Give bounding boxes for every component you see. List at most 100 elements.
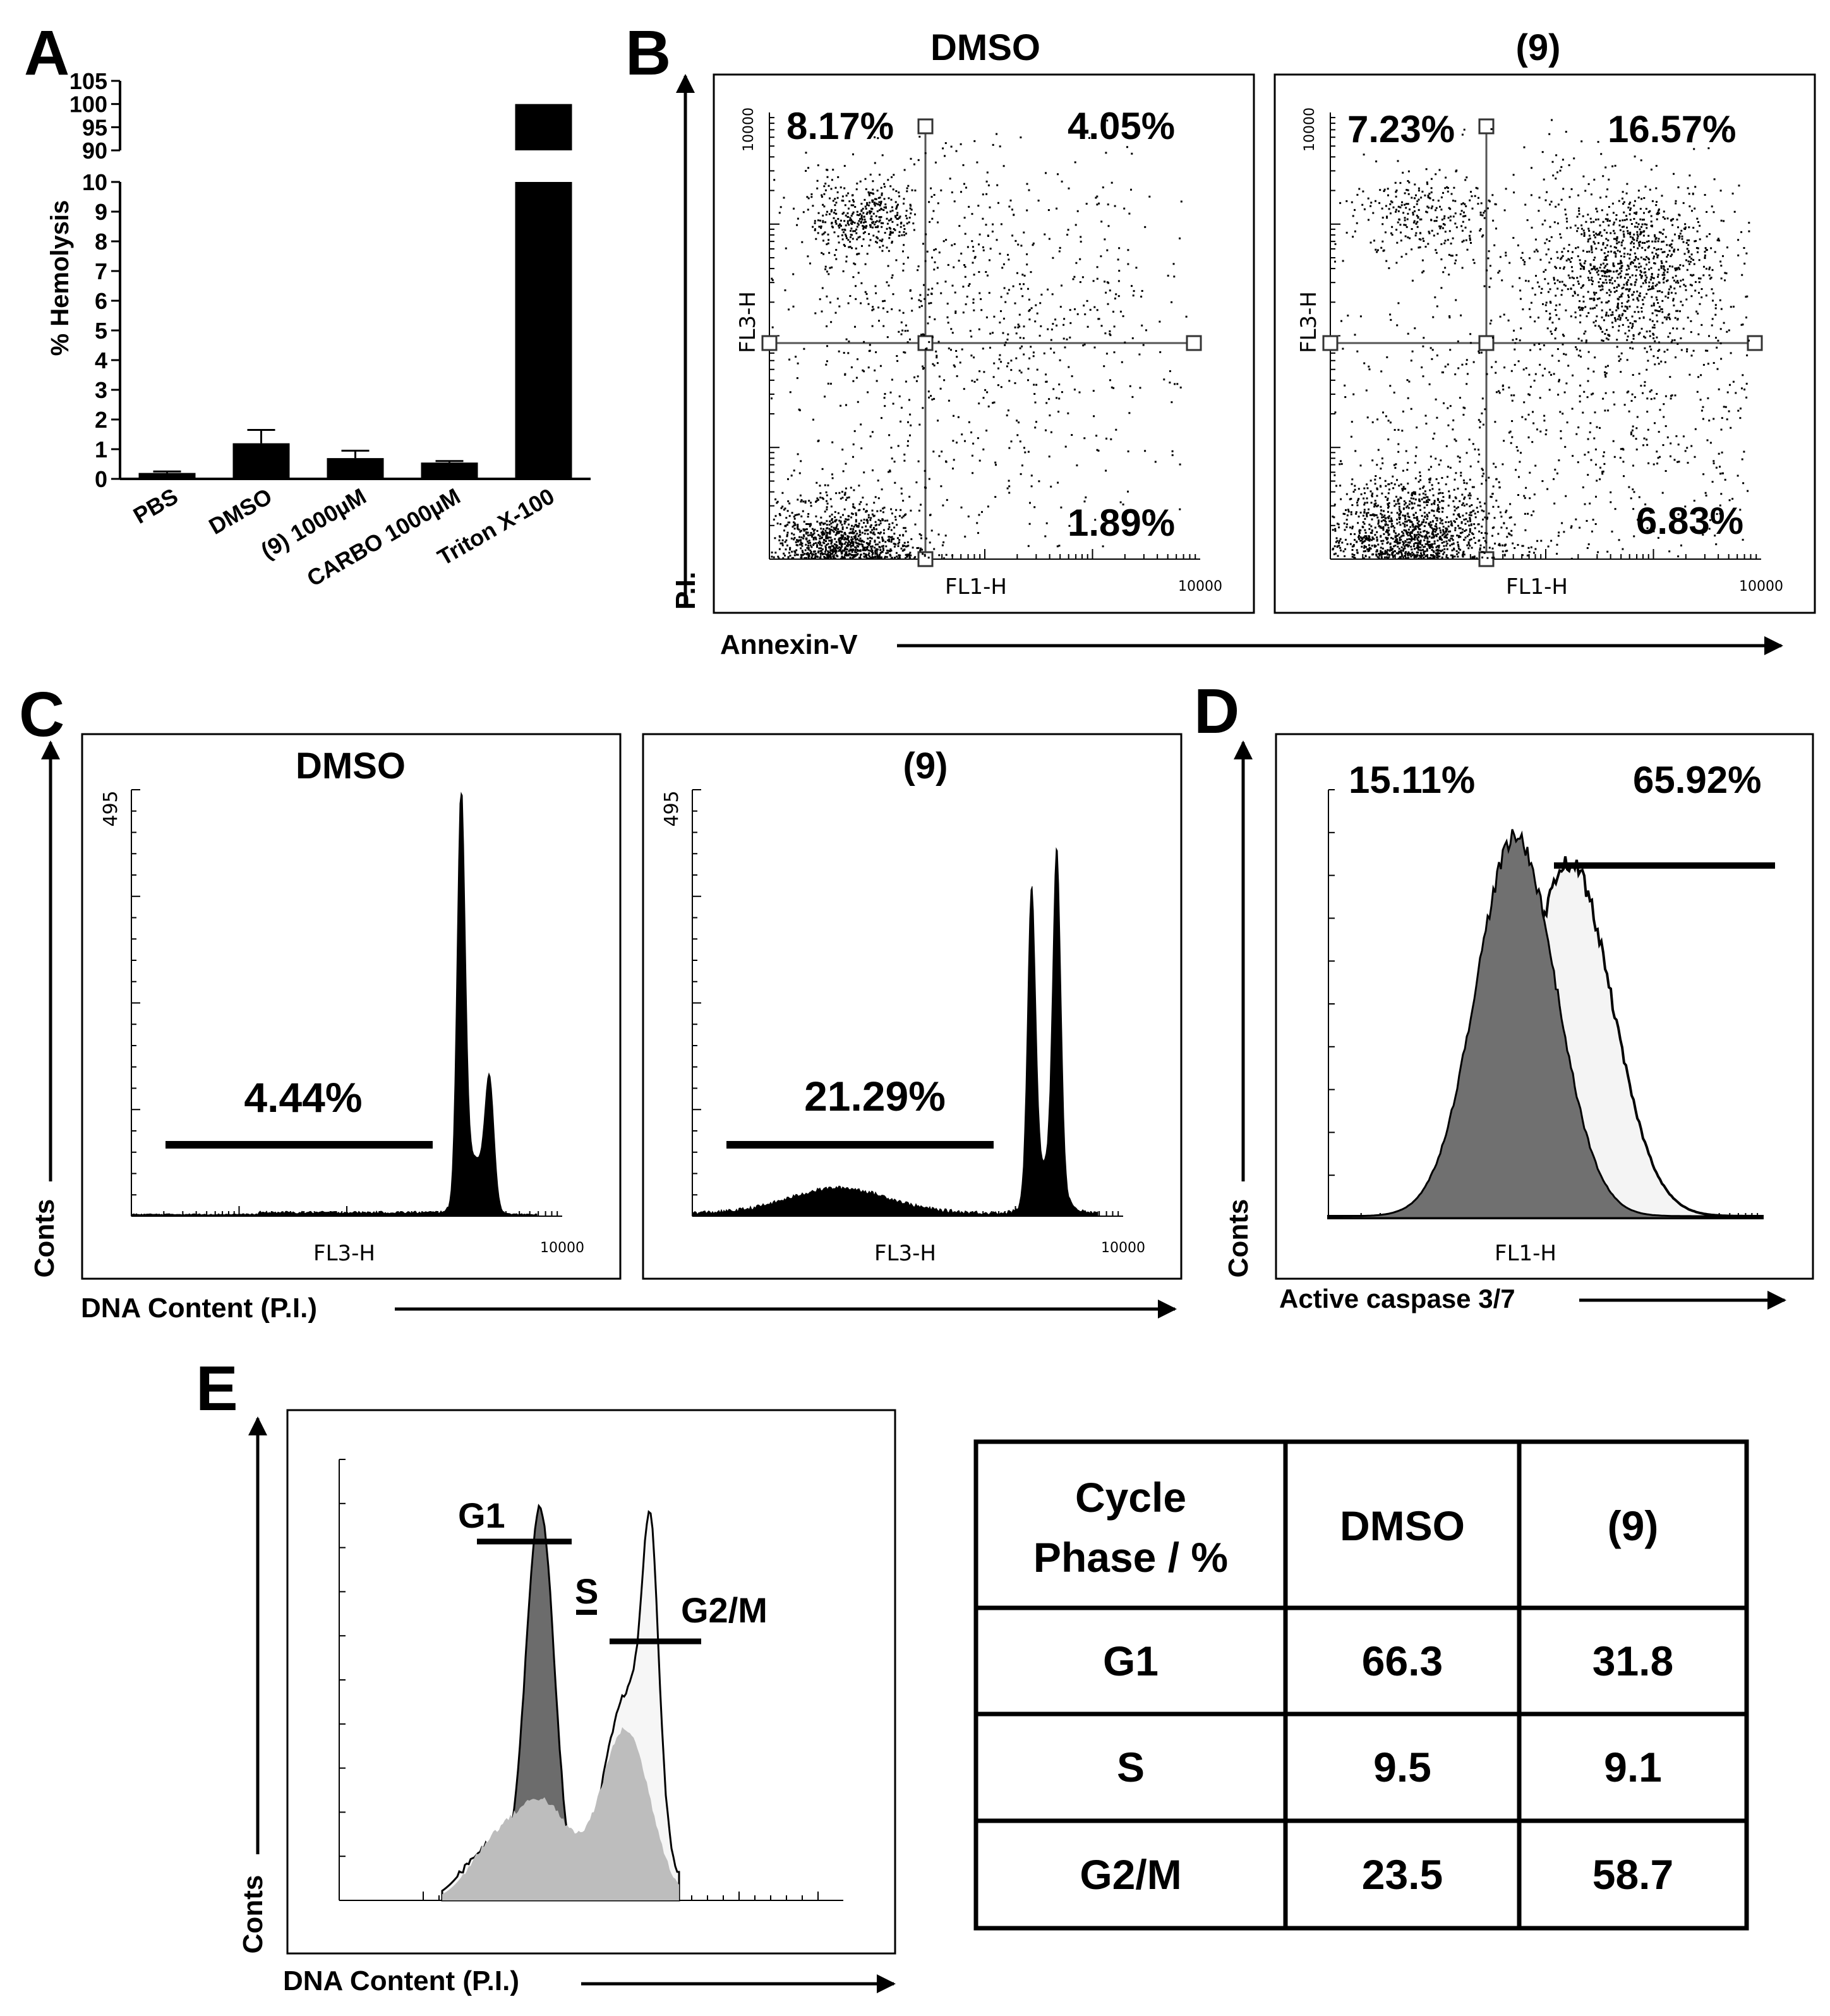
panel-e-x-label: DNA Content (P.I.) bbox=[283, 1965, 519, 1996]
y-tick-label: 8 bbox=[95, 229, 107, 255]
panel-e-label-g2m: G2/M bbox=[681, 1590, 768, 1630]
y-axis-max: 10000 bbox=[741, 107, 757, 152]
table-header-9: (9) bbox=[1608, 1502, 1659, 1549]
bar bbox=[515, 104, 572, 150]
panel-c-frame-9 bbox=[642, 733, 1183, 1280]
table-cell: G1 bbox=[1103, 1638, 1159, 1684]
panel-b-lr-dmso: 1.89% bbox=[1068, 502, 1175, 544]
panel-b-title-dmso: DMSO bbox=[930, 27, 1040, 68]
bar bbox=[327, 458, 384, 479]
scatter-plot: FL3-H FL1-H 10000 10000 bbox=[735, 107, 1222, 600]
panel-d-plot: FL1-H bbox=[1327, 789, 1775, 1266]
panel-d-left-percent: 15.11% bbox=[1349, 759, 1475, 801]
y-tick-label: 9 bbox=[95, 199, 107, 225]
table-header-phase-line2: Phase / % bbox=[1033, 1534, 1228, 1581]
x-axis-name: FL1-H bbox=[945, 574, 1007, 600]
y-axis-max: 495 bbox=[661, 790, 683, 826]
bar bbox=[421, 462, 478, 479]
gate-handle bbox=[917, 335, 934, 351]
panel-d-y-label: Conts bbox=[1223, 1199, 1254, 1278]
gate-handle bbox=[1186, 335, 1202, 351]
panel-e-label-g1: G1 bbox=[458, 1495, 505, 1535]
category-label: DMSO bbox=[204, 483, 276, 540]
y-tick-label: 7 bbox=[95, 258, 107, 284]
histogram-plot: 495 FL3-H 10000 bbox=[661, 789, 1145, 1266]
category-label: CARBO 1000µM bbox=[303, 483, 465, 591]
table-cell: S bbox=[1117, 1744, 1145, 1790]
gate-handle bbox=[917, 551, 934, 567]
panel-c-x-label: DNA Content (P.I.) bbox=[81, 1293, 317, 1324]
scatter-plot: FL3-H FL1-H 10000 10000 bbox=[1296, 107, 1783, 600]
bar bbox=[232, 443, 290, 479]
panel-c-y-label: Conts bbox=[29, 1199, 60, 1278]
panel-letter-a: A bbox=[24, 18, 69, 88]
panel-a-bars bbox=[138, 104, 572, 479]
panel-d-histogram: FL1-H 15.11% 65.92% Conts Active caspase… bbox=[1223, 733, 1814, 1313]
x-axis-max: 10000 bbox=[1101, 1240, 1145, 1256]
table-header-dmso: DMSO bbox=[1340, 1502, 1465, 1549]
table-cell: 31.8 bbox=[1592, 1638, 1673, 1684]
y-tick-label: 95 bbox=[82, 114, 107, 140]
panel-letter-c: C bbox=[19, 679, 64, 750]
panel-e-label-s: S bbox=[575, 1571, 598, 1611]
y-tick-label: 0 bbox=[95, 466, 107, 492]
y-tick-label: 2 bbox=[95, 407, 107, 433]
table-cell: 9.5 bbox=[1373, 1744, 1431, 1790]
table-header-phase-line1: Cycle bbox=[1075, 1474, 1186, 1521]
x-axis-name: FL1-H bbox=[1506, 574, 1568, 600]
panel-b-y-label: P.I. bbox=[670, 572, 701, 610]
panel-c-frame-dmso bbox=[81, 733, 622, 1280]
panel-e-y-label: Conts bbox=[238, 1875, 268, 1954]
y-tick-label: 100 bbox=[69, 92, 107, 118]
histogram-area bbox=[692, 847, 1099, 1217]
panel-b-title-9: (9) bbox=[1516, 27, 1561, 68]
panel-b-scatter: DMSO (9) FL3-H FL1-H 10000 10000 FL3-H FL1-H 1… bbox=[670, 27, 1816, 660]
panel-c-title-9: (9) bbox=[903, 745, 948, 787]
panel-b-x-label: Annexin-V bbox=[720, 629, 858, 660]
histogram-plot: 495 FL3-H 10000 bbox=[100, 789, 584, 1266]
gate-handle bbox=[917, 118, 934, 135]
gate-handle bbox=[1478, 551, 1495, 567]
panel-b-ul-9: 7.23% bbox=[1347, 108, 1455, 150]
gate-handle bbox=[761, 335, 778, 351]
gate-handle bbox=[1478, 335, 1495, 351]
table-cell: 9.1 bbox=[1604, 1744, 1662, 1790]
y-axis-max: 495 bbox=[100, 790, 122, 826]
x-axis-max: 10000 bbox=[540, 1240, 584, 1256]
y-tick-label: 3 bbox=[95, 377, 107, 403]
x-axis-max: 10000 bbox=[1178, 579, 1222, 595]
table-cell: 66.3 bbox=[1362, 1638, 1443, 1684]
x-axis-name: FL1-H bbox=[1495, 1241, 1556, 1266]
panel-c-plots: 495 FL3-H 10000 495 FL3-H 10000 bbox=[100, 789, 1145, 1266]
panel-b-ul-dmso: 8.17% bbox=[786, 105, 894, 147]
gate-handle bbox=[1322, 335, 1339, 351]
histogram-area bbox=[131, 792, 538, 1217]
panel-b-ur-dmso: 4.05% bbox=[1068, 105, 1175, 147]
panel-c-gate-dmso: 4.44% bbox=[244, 1074, 362, 1121]
panel-c-histograms: DMSO (9) 495 FL3-H 10000 495 FL3-H 10000 4.44… bbox=[29, 733, 1183, 1324]
bar bbox=[138, 473, 196, 479]
gate-handle bbox=[1478, 118, 1495, 135]
panel-letter-d: D bbox=[1194, 676, 1239, 747]
table-cell: 23.5 bbox=[1362, 1851, 1443, 1898]
y-axis-name: FL3-H bbox=[735, 291, 761, 353]
y-tick-label: 5 bbox=[95, 318, 107, 344]
table-cell: 58.7 bbox=[1592, 1851, 1673, 1898]
panel-d-x-label: Active caspase 3/7 bbox=[1279, 1284, 1515, 1313]
table-cell: G2/M bbox=[1080, 1851, 1181, 1898]
table-border bbox=[973, 1439, 1749, 1931]
scatter-points bbox=[1332, 119, 1750, 560]
y-axis-max: 10000 bbox=[1302, 107, 1318, 152]
y-tick-label: 90 bbox=[82, 138, 107, 164]
y-tick-label: 1 bbox=[95, 437, 107, 462]
panel-c-title-dmso: DMSO bbox=[296, 745, 406, 787]
x-axis-name: FL3-H bbox=[874, 1241, 936, 1266]
gate-handle bbox=[1747, 335, 1763, 351]
category-label: PBS bbox=[129, 483, 183, 529]
panel-letter-e: E bbox=[196, 1353, 238, 1424]
panel-b-lr-9: 6.83% bbox=[1636, 500, 1743, 542]
